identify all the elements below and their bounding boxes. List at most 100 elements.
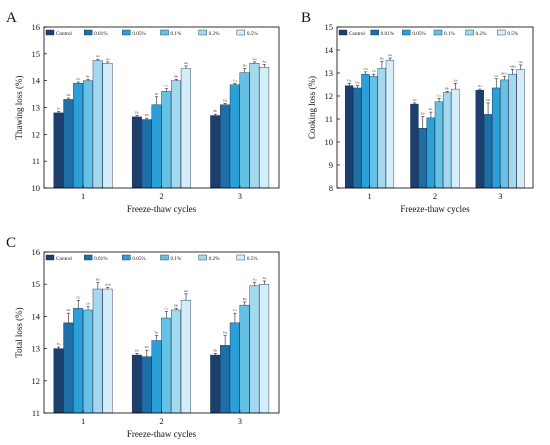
bar (410, 103, 419, 189)
significance-label: Bb (174, 74, 178, 78)
x-tick-label: 2 (433, 191, 437, 201)
significance-label: Cb (364, 67, 368, 71)
bar (220, 104, 230, 189)
significance-label: Aa (388, 53, 392, 57)
significance-label: Da (355, 81, 359, 85)
significance-label: Aa (96, 54, 100, 58)
legend-swatch (370, 29, 379, 36)
bar (171, 309, 181, 414)
x-tick-label: 1 (368, 191, 372, 201)
bar (73, 308, 84, 414)
bar (63, 99, 74, 189)
x-tick-label: 1 (81, 191, 85, 201)
significance-label: Cb (76, 295, 80, 299)
y-tick-label: 14 (32, 311, 41, 321)
significance-label: Aa (253, 278, 257, 282)
significance-label: Ab (184, 289, 188, 293)
y-tick-label: 15 (32, 279, 41, 289)
significance-label: Bb (445, 86, 449, 90)
legend-swatch (160, 29, 169, 36)
bar (229, 322, 240, 414)
significance-label: Ea (478, 84, 482, 88)
legend-swatch (338, 29, 348, 36)
x-tick-label: 3 (498, 191, 502, 201)
significance-label: Eb (213, 348, 217, 352)
legend-label: 0.01% (94, 256, 108, 262)
legend-label: 0.5% (247, 256, 258, 262)
y-tick-label: 9 (329, 160, 333, 170)
legend-label: 0.5% (247, 31, 258, 37)
x-tick-label: 3 (238, 191, 242, 201)
y-tick-label: 11 (32, 156, 40, 166)
x-tick-label: 3 (238, 416, 242, 426)
bar (249, 285, 260, 414)
bar (377, 68, 386, 189)
bar (500, 79, 509, 189)
legend-swatch (83, 29, 93, 36)
legend-label: 0.05% (132, 256, 146, 262)
legend-label: Control (56, 256, 72, 262)
bar (210, 354, 221, 414)
significance-label: Eb (421, 112, 425, 116)
y-tick-label: 13 (32, 103, 41, 113)
significance-label: Aa (262, 60, 266, 64)
significance-label: Ea (57, 342, 61, 346)
bar (73, 83, 84, 189)
legend: Control 0.01% 0.05% 0.1% 0.2% 0.5% (338, 29, 519, 37)
legend-label: 0.01% (381, 31, 395, 37)
significance-label: Ba (243, 297, 247, 301)
y-tick-label: 12 (32, 376, 41, 386)
significance-label: Ab (453, 78, 457, 82)
significance-label: Ca (233, 308, 237, 312)
legend-swatch (236, 29, 246, 36)
y-tick-label: 8 (329, 183, 333, 193)
y-tick-label: 13 (325, 68, 334, 78)
legend-label: 0.5% (507, 31, 518, 37)
x-tick-label: 2 (159, 416, 163, 426)
bar (259, 284, 270, 414)
bar (180, 68, 191, 189)
legend-swatch (45, 254, 55, 261)
bar (92, 60, 103, 189)
y-axis-label: Thawing loss (%) (14, 76, 24, 140)
bar (220, 345, 230, 414)
bar (82, 309, 93, 414)
x-axis-label: Freeze-thaw cycles (127, 429, 197, 439)
bar (63, 322, 74, 414)
bar (434, 101, 444, 189)
bar (171, 80, 181, 189)
bar (451, 88, 460, 189)
bar (102, 63, 113, 189)
chart-panel-b: BDaAbEaDaEbDaCbDcCaCbCcBCaBaBbABaAaAbAa8… (301, 10, 534, 214)
y-tick-label: 16 (32, 22, 41, 32)
bar (53, 112, 64, 189)
legend-swatch (236, 254, 246, 261)
legend-swatch (465, 29, 474, 36)
significance-label: Bc (86, 74, 90, 78)
y-tick-label: 12 (32, 129, 41, 139)
significance-label: Ca (494, 74, 498, 78)
bar (131, 116, 142, 189)
bar (353, 87, 362, 189)
bar (239, 72, 250, 189)
significance-label: Da (223, 331, 227, 335)
panel-label: B (301, 10, 311, 26)
significance-label: Ab (184, 61, 188, 65)
significance-label: Cc (437, 93, 441, 97)
legend-label: Control (56, 31, 72, 37)
significance-label: Dc (155, 92, 159, 96)
bar (259, 67, 270, 189)
y-tick-label: 15 (325, 22, 334, 32)
legend-swatch (45, 29, 55, 36)
bar (92, 288, 103, 414)
significance-label: Bb (174, 303, 178, 307)
y-axis-label: Cooking loss (%) (307, 76, 317, 139)
legend: Control 0.01% 0.05% 0.1% 0.2% 0.5% (45, 29, 258, 37)
x-axis-label: Freeze-thaw cycles (127, 204, 197, 214)
legend-label: 0.2% (209, 256, 220, 262)
significance-label: Aab (105, 282, 111, 286)
legend-swatch (122, 29, 131, 36)
panel-label: C (6, 235, 16, 251)
bar (53, 348, 64, 414)
